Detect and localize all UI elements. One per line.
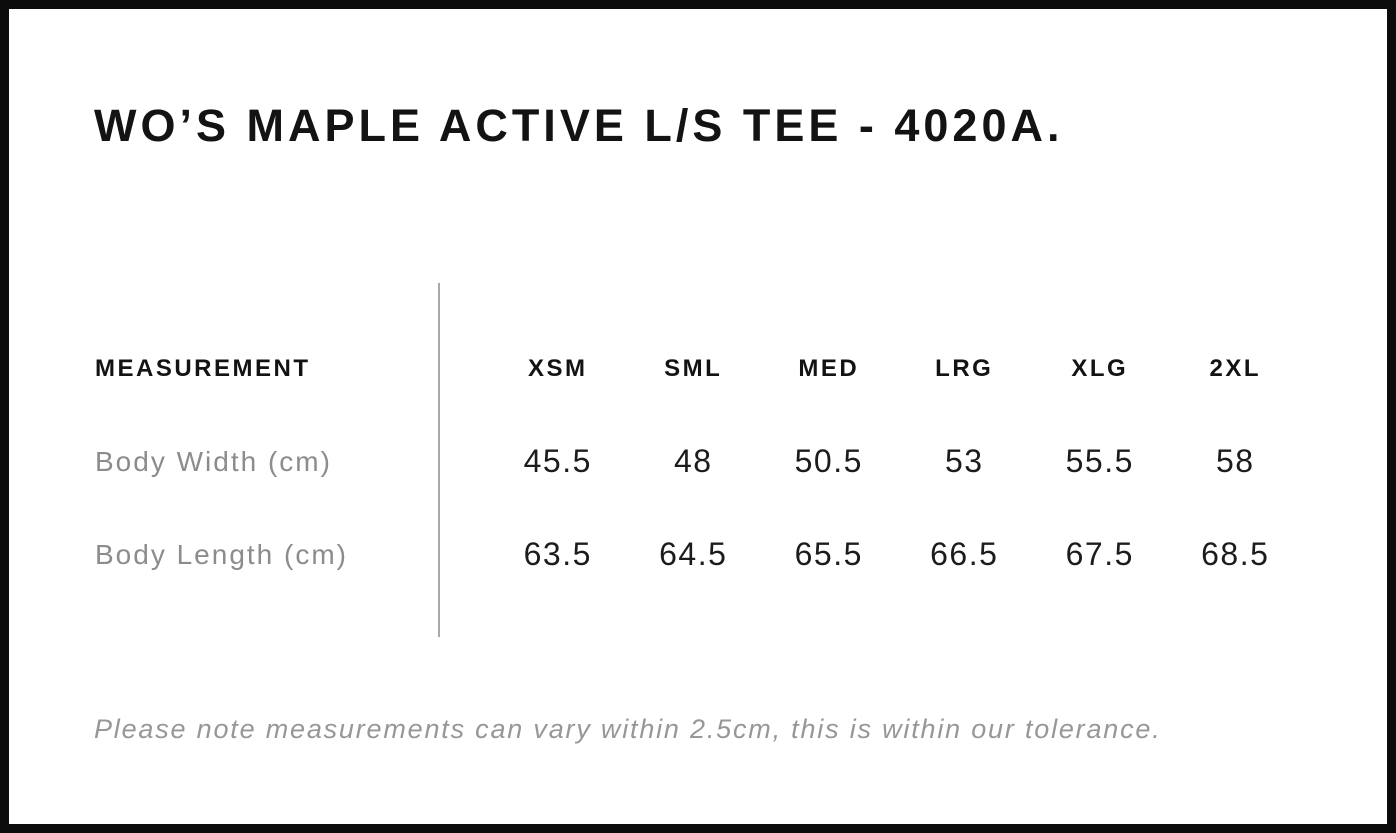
cell-body-length-lrg: 66.5 [930, 536, 999, 572]
tolerance-note: Please note measurements can vary within… [94, 714, 1162, 744]
size-table: MEASUREMENT XSM SML MED LRG XLG 2XL Body… [95, 322, 1303, 601]
column-header-measurement: MEASUREMENT [95, 354, 311, 382]
cell-body-length-xlg: 67.5 [1065, 536, 1134, 572]
cell-body-width-sml: 48 [673, 443, 713, 479]
column-header-2xl: 2XL [1209, 354, 1261, 382]
row-label-body-length: Body Length (cm) [95, 538, 348, 570]
column-header-xlg: XLG [1071, 354, 1129, 382]
cell-body-width-xsm: 45.5 [523, 443, 592, 479]
cell-body-width-lrg: 53 [944, 443, 984, 479]
column-header-sml: SML [664, 354, 723, 382]
cell-body-width-med: 50.5 [794, 443, 863, 479]
cell-body-length-sml: 64.5 [659, 536, 728, 572]
cell-body-length-xsm: 63.5 [523, 536, 592, 572]
cell-body-width-xlg: 55.5 [1065, 443, 1134, 479]
product-title: WO’S MAPLE ACTIVE L/S TEE - 4020A. [94, 100, 1064, 151]
column-header-lrg: LRG [935, 354, 994, 382]
table-divider [438, 283, 440, 637]
row-label-body-width: Body Width (cm) [95, 445, 332, 477]
column-header-med: MED [798, 354, 860, 382]
cell-body-length-2xl: 68.5 [1201, 536, 1270, 572]
cell-body-length-med: 65.5 [794, 536, 863, 572]
cell-body-width-2xl: 58 [1215, 443, 1255, 479]
column-header-xsm: XSM [527, 354, 588, 382]
